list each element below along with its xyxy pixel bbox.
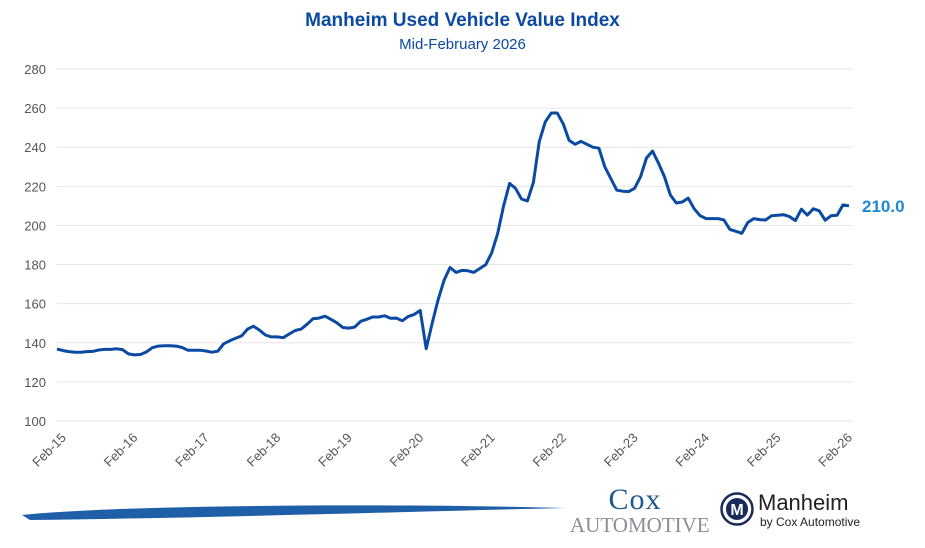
x-tick-label: Feb-18 [244, 430, 284, 470]
y-tick-label: 220 [24, 179, 46, 194]
gridlines [57, 68, 853, 422]
x-tick-label: Feb-26 [815, 430, 855, 470]
end-value-label: 210.0 [862, 197, 905, 216]
x-tick-label: Feb-20 [387, 430, 427, 470]
x-tick-label: Feb-24 [672, 430, 712, 470]
y-tick-label: 140 [24, 336, 46, 351]
y-axis-ticks: 100 120 140 160 180 200 220 240 260 280 [24, 62, 46, 429]
y-tick-label: 260 [24, 101, 46, 116]
y-tick-label: 180 [24, 258, 46, 273]
series-line [56, 111, 850, 357]
automotive-logo-text: Automotive [570, 513, 710, 537]
x-tick-label: Feb-21 [458, 430, 498, 470]
svg-text:M: M [730, 502, 743, 519]
manheim-tagline: by Cox Automotive [760, 515, 861, 529]
x-tick-label: Feb-16 [101, 430, 141, 470]
x-tick-label: Feb-19 [315, 430, 355, 470]
manheim-m-icon: M [720, 492, 754, 526]
manheim-name: Manheim [758, 490, 849, 515]
x-tick-label: Feb-15 [29, 430, 69, 470]
x-tick-label: Feb-22 [529, 430, 569, 470]
y-tick-label: 280 [24, 62, 46, 77]
x-tick-label: Feb-25 [744, 430, 784, 470]
cox-automotive-logo: Cox Automotive [570, 483, 710, 537]
x-tick-label: Feb-23 [601, 430, 641, 470]
y-tick-label: 160 [24, 297, 46, 312]
y-tick-label: 100 [24, 414, 46, 429]
chart-title: Manheim Used Vehicle Value Index [305, 10, 620, 31]
x-tick-label: Feb-17 [172, 430, 212, 470]
y-tick-label: 200 [24, 218, 46, 233]
y-tick-label: 120 [24, 375, 46, 390]
chart-subtitle: Mid-February 2026 [399, 36, 526, 53]
x-axis-ticks: Feb-15 Feb-16 Feb-17 Feb-18 Feb-19 Feb-20 Feb-… [29, 430, 855, 470]
y-tick-label: 240 [24, 140, 46, 155]
cox-swoosh-graphic [22, 505, 565, 520]
cox-logo-text: Cox [608, 483, 662, 516]
